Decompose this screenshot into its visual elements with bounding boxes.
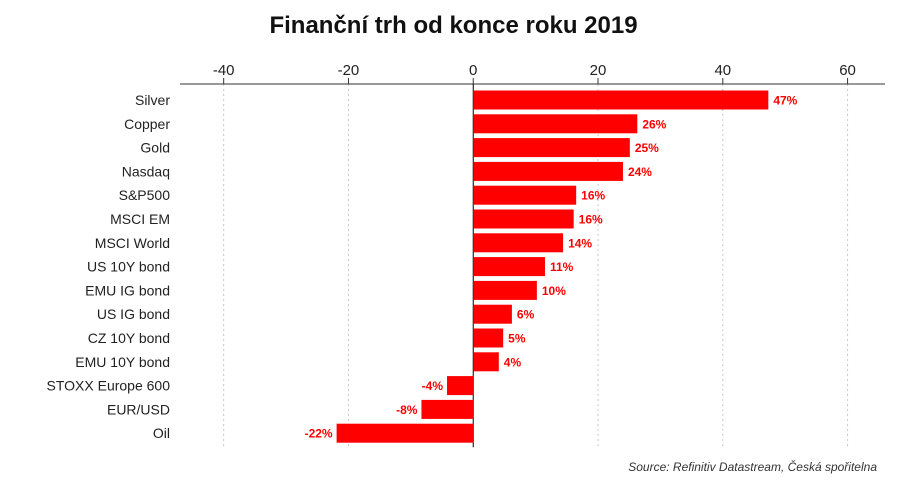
category-label: MSCI EM [110,211,170,227]
data-label: 47% [773,94,797,108]
data-label: -4% [422,379,444,393]
data-label: 26% [642,117,666,131]
bar [473,257,545,277]
category-label: EMU IG bond [85,282,170,298]
x-tick-label: 0 [469,62,477,79]
category-label: Oil [153,425,170,441]
bar [473,114,638,134]
category-label: CZ 10Y bond [88,330,170,346]
source-note: Source: Refinitiv Datastream, Česká spoř… [628,460,877,474]
bar [473,138,630,158]
x-tick-label: -40 [213,62,235,79]
x-tick-label: 40 [714,62,731,79]
data-label: 24% [628,165,652,179]
x-tick-label: 60 [839,62,856,79]
bar [473,233,564,253]
bar [336,423,474,443]
x-tick-label: -20 [338,62,360,79]
data-label: 6% [517,308,535,322]
category-label: US IG bond [97,306,170,322]
category-label: Copper [124,116,170,132]
bar [447,376,474,396]
bar [473,328,504,348]
category-label: Silver [135,92,170,108]
bar [421,399,474,419]
data-label: 16% [581,189,605,203]
data-label: 10% [542,284,566,298]
data-label: 4% [504,355,522,369]
data-label: 11% [550,260,574,274]
bar [473,280,537,300]
data-label: -22% [305,427,333,441]
category-label: EMU 10Y bond [75,354,170,370]
data-label: -8% [396,403,418,417]
data-label: 16% [579,213,603,227]
data-label: 14% [568,236,592,250]
category-label: Nasdaq [122,163,170,179]
category-label: STOXX Europe 600 [47,378,171,394]
bar [473,90,769,110]
bar [473,185,577,205]
bar [473,161,623,181]
bar [473,352,499,372]
x-tick-label: 20 [590,62,607,79]
category-label: US 10Y bond [87,259,170,275]
data-label: 5% [508,332,526,346]
data-label: 25% [635,141,659,155]
category-label: MSCI World [95,235,170,251]
category-label: Gold [140,140,170,156]
bar [473,304,512,324]
chart-title: Finanční trh od konce roku 2019 [269,12,638,39]
category-label: S&P500 [119,187,171,203]
bar [473,209,574,229]
category-label: EUR/USD [107,401,170,417]
